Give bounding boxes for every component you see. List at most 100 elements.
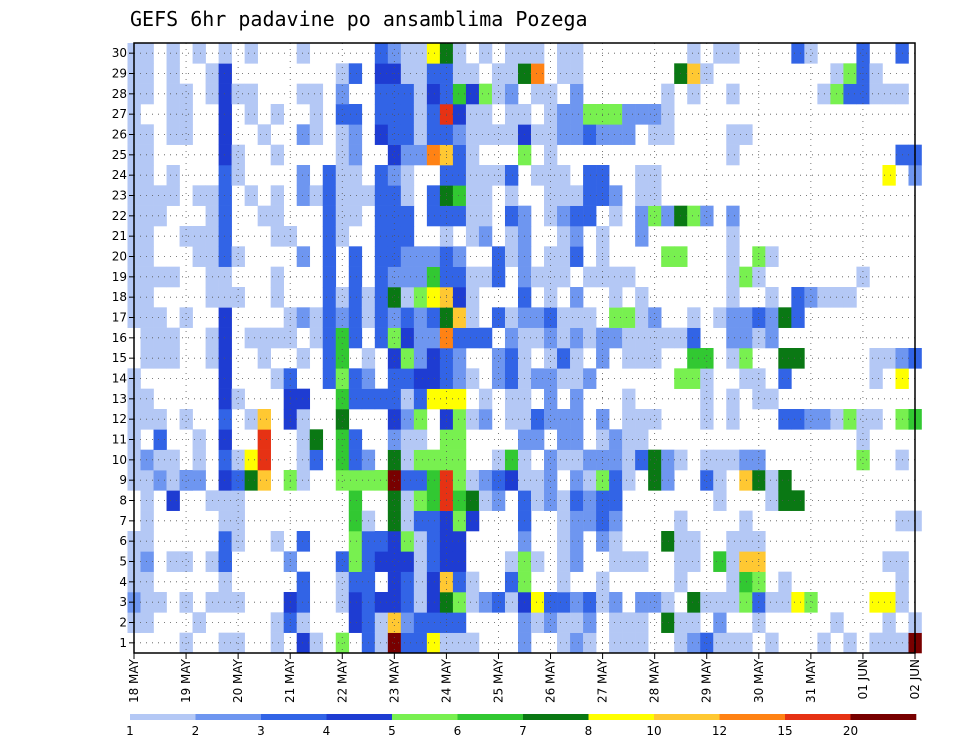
heatmap-cell bbox=[557, 226, 571, 247]
heatmap-cell bbox=[843, 632, 857, 654]
heatmap-cell bbox=[413, 470, 428, 491]
heatmap-cell bbox=[452, 327, 467, 349]
heatmap-cell bbox=[557, 449, 571, 471]
heatmap-cell bbox=[557, 429, 571, 450]
heatmap-cell bbox=[843, 287, 857, 308]
heatmap-cell bbox=[400, 388, 415, 410]
heatmap-cell bbox=[739, 571, 753, 593]
y-tick-label: 16 bbox=[112, 331, 127, 345]
heatmap-cell bbox=[544, 592, 558, 613]
heatmap-cell bbox=[504, 63, 519, 84]
heatmap-cell bbox=[661, 246, 675, 267]
heatmap-cell bbox=[400, 246, 415, 267]
y-tick-label: 29 bbox=[112, 67, 127, 81]
heatmap-cell bbox=[426, 144, 441, 166]
heatmap-cell bbox=[296, 185, 311, 206]
heatmap-cell bbox=[426, 632, 441, 654]
heatmap-cell bbox=[478, 165, 493, 186]
heatmap-cell bbox=[387, 144, 402, 166]
heatmap-cell bbox=[544, 287, 558, 308]
heatmap-cell bbox=[726, 409, 740, 430]
heatmap-cell bbox=[531, 165, 545, 186]
heatmap-cell bbox=[413, 144, 428, 166]
heatmap-cell bbox=[531, 63, 545, 84]
heatmap-cell bbox=[400, 632, 415, 654]
x-tick-label: 21 MAY bbox=[283, 658, 297, 703]
heatmap-cell bbox=[270, 327, 284, 349]
heatmap-cell bbox=[465, 307, 480, 328]
heatmap-cell bbox=[348, 307, 363, 328]
heatmap-cell bbox=[166, 124, 180, 145]
heatmap-cell bbox=[531, 612, 545, 633]
heatmap-cell bbox=[270, 368, 284, 389]
heatmap-cell bbox=[322, 246, 337, 267]
heatmap-cell bbox=[648, 205, 662, 227]
heatmap-cell bbox=[765, 287, 779, 308]
heatmap-cell bbox=[622, 104, 636, 125]
heatmap-cell bbox=[426, 63, 441, 84]
heatmap-cell bbox=[140, 43, 154, 64]
heatmap-cell bbox=[426, 266, 441, 288]
heatmap-cell bbox=[557, 185, 571, 206]
heatmap-cell bbox=[374, 612, 389, 633]
heatmap-cell bbox=[140, 287, 154, 308]
heatmap-cell bbox=[609, 490, 623, 511]
heatmap-cell bbox=[322, 348, 337, 369]
heatmap-cell bbox=[218, 632, 232, 654]
heatmap-cell bbox=[544, 185, 558, 206]
heatmap-cell bbox=[426, 490, 441, 511]
heatmap-cell bbox=[179, 632, 193, 654]
heatmap-cell bbox=[739, 266, 753, 288]
heatmap-cell bbox=[348, 571, 363, 593]
heatmap-cell bbox=[426, 205, 441, 227]
heatmap-cell bbox=[557, 632, 571, 654]
heatmap-cell bbox=[570, 449, 584, 471]
heatmap-cell bbox=[570, 409, 584, 430]
heatmap-cell bbox=[661, 104, 675, 125]
heatmap-cell bbox=[400, 83, 415, 105]
heatmap-cell bbox=[635, 348, 649, 369]
heatmap-cell bbox=[166, 165, 180, 186]
heatmap-cell bbox=[218, 246, 232, 267]
heatmap-cell bbox=[374, 388, 389, 410]
heatmap-cell bbox=[791, 490, 805, 511]
heatmap-cell bbox=[465, 83, 480, 105]
heatmap-cell bbox=[700, 592, 714, 613]
heatmap-cell bbox=[452, 449, 467, 471]
heatmap-cell bbox=[882, 348, 896, 369]
heatmap-cell bbox=[374, 63, 389, 84]
heatmap-cell bbox=[570, 490, 584, 511]
heatmap-cell bbox=[726, 43, 740, 64]
heatmap-cell bbox=[231, 246, 245, 267]
heatmap-cell bbox=[843, 409, 857, 430]
heatmap-cell bbox=[387, 246, 402, 267]
heatmap-cell bbox=[218, 307, 232, 328]
heatmap-cell bbox=[504, 104, 519, 125]
heatmap-cell bbox=[218, 551, 232, 572]
heatmap-cell bbox=[635, 409, 649, 430]
heatmap-cell bbox=[557, 348, 571, 369]
heatmap-cell bbox=[465, 266, 480, 288]
heatmap-cell bbox=[609, 531, 623, 552]
heatmap-cell bbox=[140, 307, 154, 328]
heatmap-cell bbox=[322, 266, 337, 288]
heatmap-cell bbox=[335, 83, 350, 105]
heatmap-cell bbox=[413, 531, 428, 552]
heatmap-cell bbox=[192, 43, 206, 64]
heatmap-cell bbox=[661, 83, 675, 105]
heatmap-cell bbox=[179, 592, 193, 613]
heatmap-cell bbox=[778, 571, 792, 593]
heatmap-cell bbox=[791, 43, 805, 64]
heatmap-cell bbox=[335, 226, 350, 247]
heatmap-cell bbox=[465, 287, 480, 308]
heatmap-cell bbox=[400, 226, 415, 247]
heatmap-cell bbox=[882, 592, 896, 613]
heatmap-cell bbox=[257, 124, 271, 145]
heatmap-cell bbox=[413, 592, 428, 613]
heatmap-cell bbox=[348, 124, 363, 145]
heatmap-cell bbox=[426, 83, 441, 105]
heatmap-cell bbox=[557, 104, 571, 125]
heatmap-cell bbox=[856, 83, 870, 105]
heatmap-cell bbox=[570, 632, 584, 654]
